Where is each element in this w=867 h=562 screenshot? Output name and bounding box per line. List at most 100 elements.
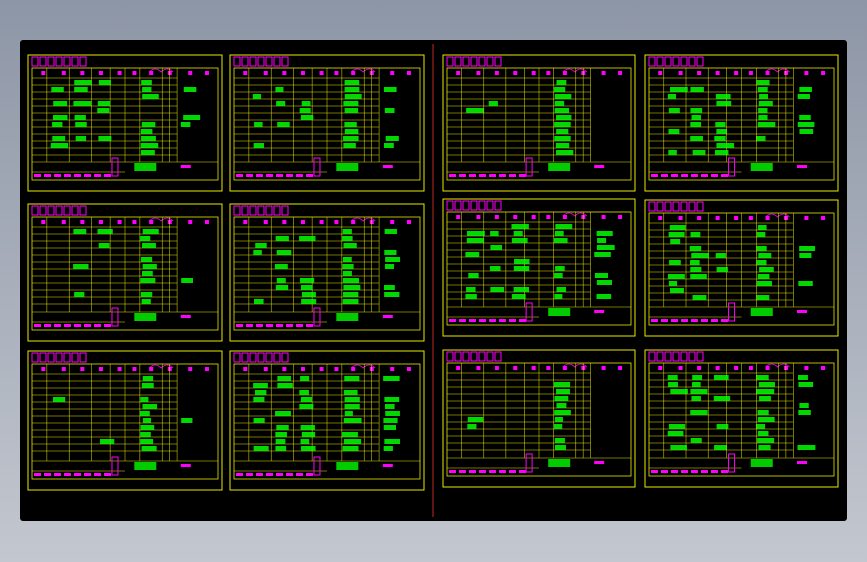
header-label <box>804 366 809 370</box>
footer-text <box>701 174 708 177</box>
entry <box>799 115 811 120</box>
entry <box>758 382 775 387</box>
title-cell <box>664 201 672 212</box>
footer-text <box>256 473 263 476</box>
entry <box>253 383 268 388</box>
entry <box>75 122 87 127</box>
stamp <box>336 462 359 470</box>
entry <box>254 122 263 127</box>
footer-text <box>104 473 111 476</box>
title-cell <box>257 352 265 363</box>
title-cell <box>39 205 47 216</box>
entry <box>75 136 87 141</box>
entry <box>465 252 480 257</box>
entry <box>180 122 191 127</box>
entry <box>670 389 688 394</box>
entry <box>342 299 359 304</box>
header-label <box>117 71 122 75</box>
entry <box>275 236 289 241</box>
header-label <box>149 71 154 75</box>
entry <box>140 292 153 297</box>
footer-text <box>671 470 678 473</box>
entry <box>253 143 264 148</box>
entry <box>276 425 289 430</box>
header-label <box>531 71 536 75</box>
entry <box>797 94 810 99</box>
entry <box>142 271 153 276</box>
header-label <box>546 215 551 219</box>
entry <box>756 136 766 141</box>
entry <box>343 143 356 148</box>
header-label <box>98 220 103 224</box>
entry <box>691 115 701 120</box>
footer-text <box>691 470 698 473</box>
entry <box>383 418 398 423</box>
entry <box>692 150 706 155</box>
footer-text <box>489 319 496 322</box>
header-label <box>117 220 122 224</box>
footer-text <box>509 470 516 473</box>
footer-box <box>313 456 321 476</box>
title-cell <box>462 351 470 362</box>
entry <box>342 257 352 262</box>
title-cell <box>696 201 704 212</box>
title-cell <box>249 205 257 216</box>
header-label <box>263 367 268 371</box>
header-label <box>734 71 739 75</box>
entry <box>343 390 358 395</box>
footer-text <box>54 324 61 327</box>
entry <box>300 285 313 290</box>
entry <box>554 417 563 422</box>
entry <box>299 390 309 395</box>
footer-text <box>691 319 698 322</box>
footer-text <box>64 174 71 177</box>
entry <box>383 425 397 430</box>
entry <box>384 229 397 234</box>
header-label <box>476 215 481 219</box>
entry <box>252 94 262 99</box>
title-cell <box>680 351 688 362</box>
header-label <box>149 367 154 371</box>
title-cell <box>470 200 478 211</box>
footer-text <box>296 473 303 476</box>
entry <box>556 287 567 292</box>
entry <box>142 418 152 423</box>
sheet-border <box>229 350 425 491</box>
sheet-border <box>442 54 636 192</box>
header-label <box>61 220 66 224</box>
entry <box>756 424 766 429</box>
entry <box>799 253 812 258</box>
header-label <box>204 367 209 371</box>
entry <box>254 390 267 395</box>
header-label <box>98 367 103 371</box>
title-cell <box>664 351 672 362</box>
entry <box>385 136 399 141</box>
title-cell <box>79 205 87 216</box>
entry <box>342 432 358 437</box>
footer-mark <box>382 315 393 318</box>
entry <box>756 375 769 380</box>
entry <box>274 264 288 269</box>
header-label <box>80 367 85 371</box>
entry <box>97 101 111 106</box>
header-label <box>188 71 193 75</box>
entry <box>757 431 769 436</box>
header-label <box>494 215 499 219</box>
entry <box>343 101 359 106</box>
header-label <box>132 220 137 224</box>
entry <box>140 150 155 155</box>
title-cell <box>79 352 87 363</box>
entry <box>277 376 291 381</box>
footer-text <box>671 174 678 177</box>
entry <box>714 136 726 141</box>
entry <box>797 445 816 450</box>
entry <box>511 238 528 243</box>
title-cell <box>79 56 87 67</box>
entry <box>384 404 395 409</box>
entry <box>757 410 769 415</box>
entry <box>465 294 477 299</box>
entry <box>668 129 680 134</box>
entry <box>690 389 708 394</box>
entry <box>554 445 566 450</box>
entry <box>140 257 153 262</box>
